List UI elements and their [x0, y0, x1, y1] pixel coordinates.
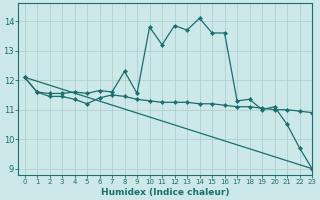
X-axis label: Humidex (Indice chaleur): Humidex (Indice chaleur)	[101, 188, 229, 197]
